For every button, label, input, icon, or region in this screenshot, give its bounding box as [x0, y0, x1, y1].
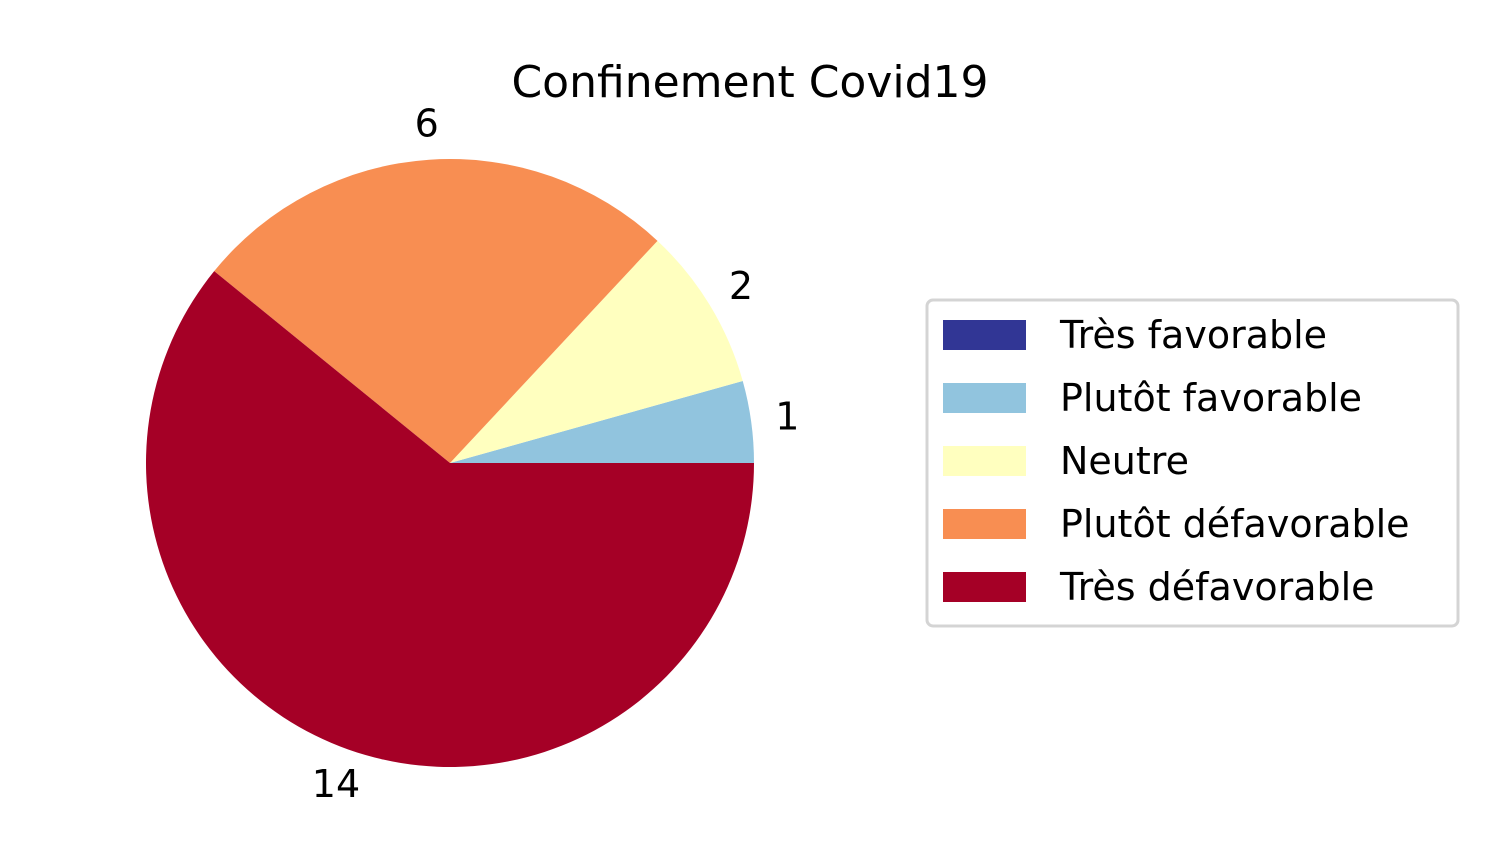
legend-swatch-plutot-favorable	[943, 383, 1026, 413]
chart-title: Confinement Covid19	[511, 57, 988, 108]
pie-slice-tres-defavorable	[146, 271, 755, 767]
pie-slices	[146, 159, 755, 767]
legend-label-plutot-favorable: Plutôt favorable	[1060, 376, 1362, 420]
legend-label-tres-defavorable: Très défavorable	[1059, 565, 1375, 609]
legend-label-neutre: Neutre	[1060, 439, 1189, 483]
legend-swatch-tres-defavorable	[943, 572, 1026, 602]
pie-value-labels: 1 2 6 14	[312, 101, 800, 806]
legend-swatch-tres-favorable	[943, 320, 1026, 350]
pie-slice-neutre	[450, 240, 743, 463]
pie-slice-plutot-defavorable	[214, 159, 658, 464]
value-label-tres-defavorable: 14	[312, 762, 360, 806]
pie-slice-plutot-favorable	[450, 380, 754, 463]
legend: Très favorable Plutôt favorable Neutre Plut…	[925, 298, 1460, 628]
legend-frame	[925, 298, 1460, 628]
legend-label-plutot-defavorable: Plutôt défavorable	[1060, 502, 1410, 546]
legend-swatch-plutot-defavorable	[943, 509, 1026, 539]
value-label-plutot-defavorable: 6	[415, 101, 439, 145]
legend-swatch-neutre	[943, 446, 1026, 476]
legend-label-tres-favorable: Très favorable	[1059, 313, 1327, 357]
value-label-neutre: 2	[729, 264, 753, 308]
value-label-plutot-favorable: 1	[775, 395, 799, 439]
